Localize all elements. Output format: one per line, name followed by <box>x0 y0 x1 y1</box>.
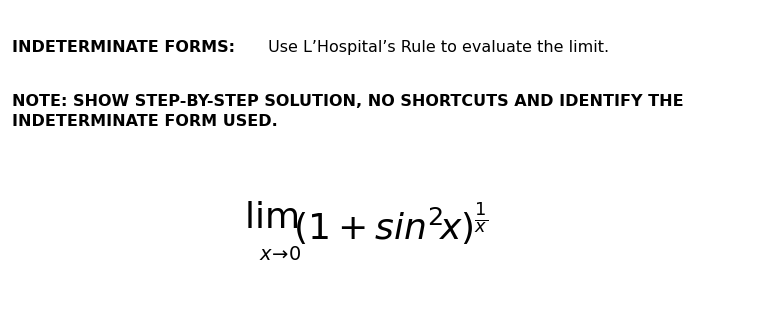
Text: INDETERMINATE FORMS:: INDETERMINATE FORMS: <box>12 40 235 55</box>
Text: NOTE: SHOW STEP-BY-STEP SOLUTION, NO SHORTCUTS AND IDENTIFY THE
INDETERMINATE FO: NOTE: SHOW STEP-BY-STEP SOLUTION, NO SHO… <box>12 94 684 129</box>
Text: $\mathrm{lim}$: $\mathrm{lim}$ <box>245 201 298 235</box>
Text: Use L’Hospital’s Rule to evaluate the limit.: Use L’Hospital’s Rule to evaluate the li… <box>263 40 609 55</box>
Text: $x\!\rightarrow\!0$: $x\!\rightarrow\!0$ <box>259 245 302 264</box>
Text: $(1 + \mathit{sin}^{\mathit{2}}\!x)^{\frac{1}{x}}$: $(1 + \mathit{sin}^{\mathit{2}}\!x)^{\fr… <box>293 201 488 248</box>
